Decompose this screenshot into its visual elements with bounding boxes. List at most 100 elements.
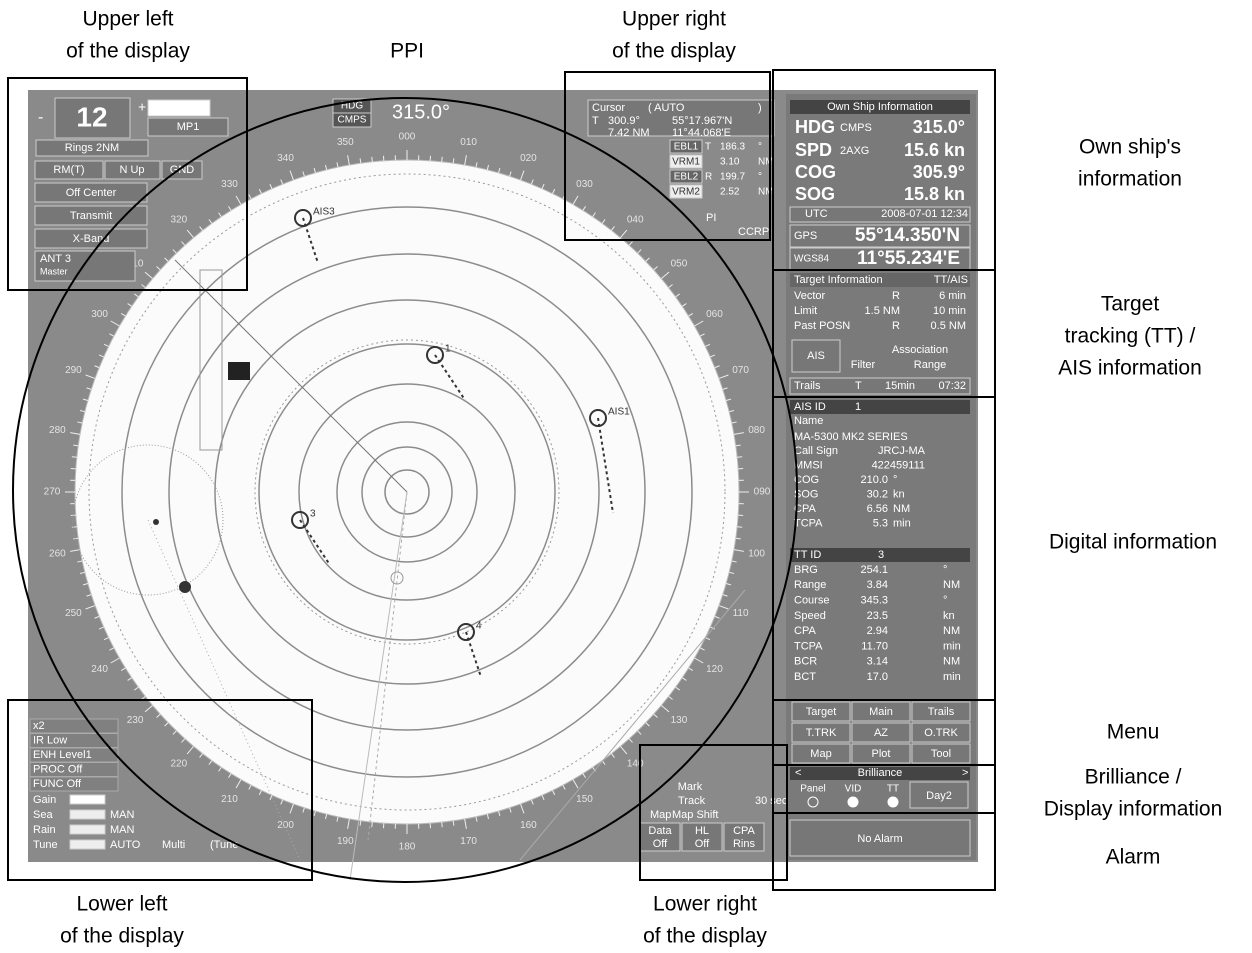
menu-button-label[interactable]: AZ [874, 727, 888, 739]
label: 2008-07-01 12:34 [881, 208, 968, 220]
bearing-label: 090 [754, 487, 771, 498]
callout-label: Lower left [76, 893, 167, 916]
label: Range [914, 359, 946, 371]
label: TT ID [794, 549, 821, 561]
label: Sea [33, 809, 53, 821]
label: SOG [795, 184, 835, 204]
bearing-tick [736, 538, 741, 539]
bearing-label: 270 [44, 487, 61, 498]
label: 1 [855, 401, 861, 413]
label: Vector [794, 290, 826, 302]
label: Filter [851, 359, 876, 371]
label: Limit [794, 305, 817, 317]
label: kn [893, 488, 905, 500]
label: Master [40, 266, 68, 276]
label: MAN [110, 809, 135, 821]
label: Track [678, 795, 706, 807]
menu-button-label[interactable]: Main [869, 706, 893, 718]
label: Panel [800, 784, 826, 795]
label: CPA [733, 825, 755, 837]
level-bar [70, 840, 105, 849]
menu-button-label[interactable]: Trails [928, 706, 955, 718]
callout-label: tracking (TT) / [1065, 325, 1196, 348]
target-label: 4 [476, 621, 482, 632]
label: ANT 3 [40, 253, 71, 265]
callout-label: Brilliance / [1085, 766, 1182, 789]
label: kn [943, 610, 955, 622]
menu-button-label[interactable]: Plot [872, 748, 891, 760]
label: NM [893, 503, 910, 515]
bearing-tick [442, 157, 443, 162]
bearing-label: 100 [748, 548, 765, 559]
brilliance-dial [888, 797, 898, 807]
bearing-label: 160 [520, 820, 537, 831]
label: min [893, 517, 911, 529]
label: Speed [794, 610, 826, 622]
bearing-label: 050 [671, 258, 688, 269]
label: (Tune [210, 839, 238, 851]
label: + [138, 99, 146, 115]
label: VRM2 [672, 187, 700, 198]
label: NM [943, 625, 960, 637]
label: 17.0 [867, 671, 888, 683]
callout-label: Upper right [622, 8, 726, 31]
label: T [592, 115, 599, 127]
label: HL [695, 825, 709, 837]
label: IR Low [33, 734, 67, 746]
menu-button-label[interactable]: Target [806, 706, 837, 718]
label: Gain [33, 794, 56, 806]
label: 6 min [939, 290, 966, 302]
label: Mark [678, 781, 703, 793]
label: ° [758, 172, 762, 183]
label: 11.70 [861, 640, 888, 652]
label: 2.52 [720, 187, 740, 198]
bearing-label: 070 [732, 365, 749, 376]
label: CMPS [338, 115, 367, 126]
callout-label: of the display [612, 40, 736, 63]
label: CMPS [840, 122, 872, 134]
label: Rins [733, 838, 756, 850]
label: 3.84 [867, 579, 888, 591]
callout-label: Lower right [653, 893, 757, 916]
bearing-tick [737, 527, 742, 528]
label: TT/AIS [934, 274, 968, 286]
label: 15.6 kn [904, 140, 965, 160]
label: Association [892, 344, 948, 356]
bearing-tick [736, 445, 741, 446]
label: < [795, 767, 801, 779]
label: 10 min [933, 305, 966, 317]
menu-button-label[interactable]: T.TRK [806, 727, 837, 739]
bearing-label: 000 [399, 132, 416, 143]
bearing-label: 300 [91, 309, 108, 320]
menu-button-label[interactable]: O.TRK [924, 727, 958, 739]
label: 2AXG [840, 145, 869, 157]
target-mark [179, 581, 191, 593]
label: min [943, 671, 961, 683]
label: ° [758, 142, 762, 153]
bearing-label: 340 [277, 153, 294, 164]
label: Day2 [926, 790, 952, 802]
label: Off [695, 838, 710, 850]
label: R [705, 172, 712, 183]
label: TCPA [794, 517, 823, 529]
label: NM [943, 579, 960, 591]
target-label: AIS3 [313, 207, 335, 218]
menu-button-label[interactable]: Map [810, 748, 831, 760]
label: No Alarm [857, 833, 902, 845]
menu-button-label[interactable]: Tool [931, 748, 951, 760]
label: R [892, 290, 900, 302]
label: ° [943, 564, 947, 576]
target-mark [153, 519, 159, 525]
label: RM(T) [53, 164, 84, 176]
bearing-label: 010 [460, 137, 477, 148]
label: 345.3 [860, 595, 888, 607]
label: T [705, 142, 711, 153]
label: Data [648, 825, 672, 837]
label: MA-5300 MK2 SERIES [794, 431, 908, 443]
label: Off [653, 838, 668, 850]
bearing-label: 250 [65, 608, 82, 619]
label: 55°17.967'N [672, 115, 732, 127]
label: Name [794, 415, 823, 427]
label: ° [943, 595, 947, 607]
callout-label: Menu [1107, 721, 1160, 744]
